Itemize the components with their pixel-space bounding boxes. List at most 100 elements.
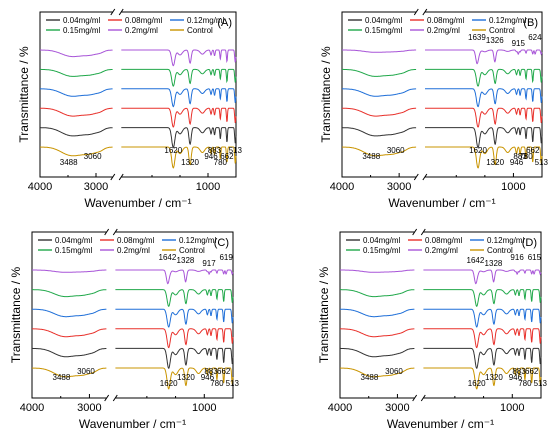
peak-label: 3060 <box>77 367 95 376</box>
peak-label: 662 <box>526 146 540 155</box>
plot-frame <box>39 11 237 178</box>
peak-label: 916 <box>510 253 524 262</box>
x-tick-label: 1000 <box>500 402 524 414</box>
peak-label: 1620 <box>164 146 182 155</box>
peak-label: 3060 <box>385 367 403 376</box>
peak-label: 1326 <box>486 36 504 45</box>
legend-label: 0.2mg/ml <box>117 246 150 255</box>
panel-label: (D) <box>522 237 537 249</box>
y-axis-label: Transmittance / % <box>319 46 333 143</box>
legend-label: Control <box>187 26 213 35</box>
peak-label: 3488 <box>60 158 78 167</box>
peak-label: 946 <box>509 373 523 382</box>
axis-break-mark <box>112 228 118 236</box>
legend: 0.04mg/ml 0.08mg/ml 0.12mg/ml 0.15mg/ml 0.2m… <box>346 236 525 255</box>
peak-label: 3060 <box>387 146 405 155</box>
axis-break-gap <box>112 175 122 179</box>
peak-label: 513 <box>535 158 549 167</box>
panel-label: (A) <box>217 17 232 29</box>
legend-label: Control <box>487 246 513 255</box>
peak-label: 513 <box>226 379 240 388</box>
peak-label: 3060 <box>84 152 102 161</box>
peak-label: 780 <box>518 379 532 388</box>
legend-label: 0.12mg/ml <box>179 236 217 245</box>
x-tick-label: 4000 <box>28 181 52 193</box>
x-tick-label: 1000 <box>501 181 525 193</box>
chart-panel-d: 4000 3000 1000 Wavenumber / cm⁻¹ Transmittan… <box>317 228 548 431</box>
x-tick-label: 4000 <box>330 181 354 193</box>
legend: 0.04mg/ml 0.08mg/ml 0.12mg/ml 0.15mg/ml 0.2m… <box>46 16 225 35</box>
peak-label: 1620 <box>469 146 487 155</box>
axis-break-mark <box>420 228 426 236</box>
legend-label: 0.04mg/ml <box>363 236 401 245</box>
peak-label: 883 <box>512 367 526 376</box>
peak-label: 1328 <box>485 259 503 268</box>
spectrum-line <box>342 107 543 128</box>
legend-label: 0.12mg/ml <box>489 16 527 25</box>
legend-label: Control <box>489 26 515 35</box>
peak-label: 917 <box>202 259 216 268</box>
spectrum-line <box>32 347 234 370</box>
x-axis-label: Wavenumber / cm⁻¹ <box>84 196 191 210</box>
peak-label: 3488 <box>53 373 71 382</box>
chart-panel-b: 4000 3000 1000 Wavenumber / cm⁻¹ Transmittan… <box>319 8 549 210</box>
peak-label: 1320 <box>177 373 195 382</box>
x-tick-label: 3000 <box>84 181 108 193</box>
peak-label: 1320 <box>486 158 504 167</box>
peak-label: 3488 <box>362 152 380 161</box>
spectrum-line <box>32 328 234 349</box>
axis-break-gap <box>416 10 425 14</box>
spectrum-line <box>32 269 234 285</box>
spectrum-line <box>340 367 542 390</box>
spectrum-line <box>340 308 542 328</box>
peak-label: 1620 <box>468 379 486 388</box>
legend-label: 0.12mg/ml <box>487 236 525 245</box>
axis-break-mark <box>413 8 419 16</box>
peak-label: 662 <box>217 367 231 376</box>
chart-panel-c: 4000 3000 1000 Wavenumber / cm⁻¹ Transmittan… <box>9 228 240 431</box>
legend-label: 0.15mg/ml <box>63 26 101 35</box>
peak-label: 1320 <box>181 158 199 167</box>
peak-label: 624 <box>528 33 542 42</box>
x-tick-label: 3000 <box>387 181 411 193</box>
spectrum-line <box>32 289 234 307</box>
chart-panel-a: 4000 3000 1000 Wavenumber / cm⁻¹ Transmittan… <box>17 8 243 210</box>
peak-label: 883 <box>204 367 218 376</box>
peak-label: 513 <box>534 379 548 388</box>
peak-label: 883 <box>513 152 527 161</box>
plot-frame <box>341 11 543 178</box>
legend-label: 0.2mg/ml <box>125 26 158 35</box>
legend-label: 0.04mg/ml <box>55 236 93 245</box>
panel-label: (C) <box>214 237 229 249</box>
spectrum-line <box>342 146 543 169</box>
axis-break-mark <box>412 394 418 402</box>
spectrum-line <box>340 289 542 307</box>
panel-label: (B) <box>523 17 538 29</box>
axis-break-gap <box>416 175 425 179</box>
legend-label: 0.15mg/ml <box>55 246 93 255</box>
axis-break-gap <box>106 230 116 234</box>
legend: 0.04mg/ml 0.08mg/ml 0.12mg/ml 0.15mg/ml 0.2m… <box>348 16 527 35</box>
peak-label: 662 <box>220 152 234 161</box>
x-axis-label: Wavenumber / cm⁻¹ <box>387 417 494 431</box>
spectrum-line <box>40 107 237 128</box>
axis-break-mark <box>422 173 428 181</box>
axis-break-mark <box>110 8 116 16</box>
spectrum-line <box>340 328 542 349</box>
spectrum-line <box>340 347 542 370</box>
legend: 0.04mg/ml 0.08mg/ml 0.12mg/ml 0.15mg/ml 0.2m… <box>38 236 217 255</box>
x-tick-label: 4000 <box>328 402 352 414</box>
peak-label: 946 <box>201 373 215 382</box>
axis-break-mark <box>104 394 110 402</box>
legend-label: 0.12mg/ml <box>187 16 225 25</box>
peak-label: 1642 <box>159 253 177 262</box>
spectrum-line <box>342 127 543 149</box>
peak-label: 1320 <box>485 373 503 382</box>
peak-label: 3488 <box>361 373 379 382</box>
peak-label: 1639 <box>468 33 486 42</box>
plot-frame <box>339 231 542 399</box>
peak-label: 883 <box>208 146 222 155</box>
plot-frame <box>31 231 234 399</box>
